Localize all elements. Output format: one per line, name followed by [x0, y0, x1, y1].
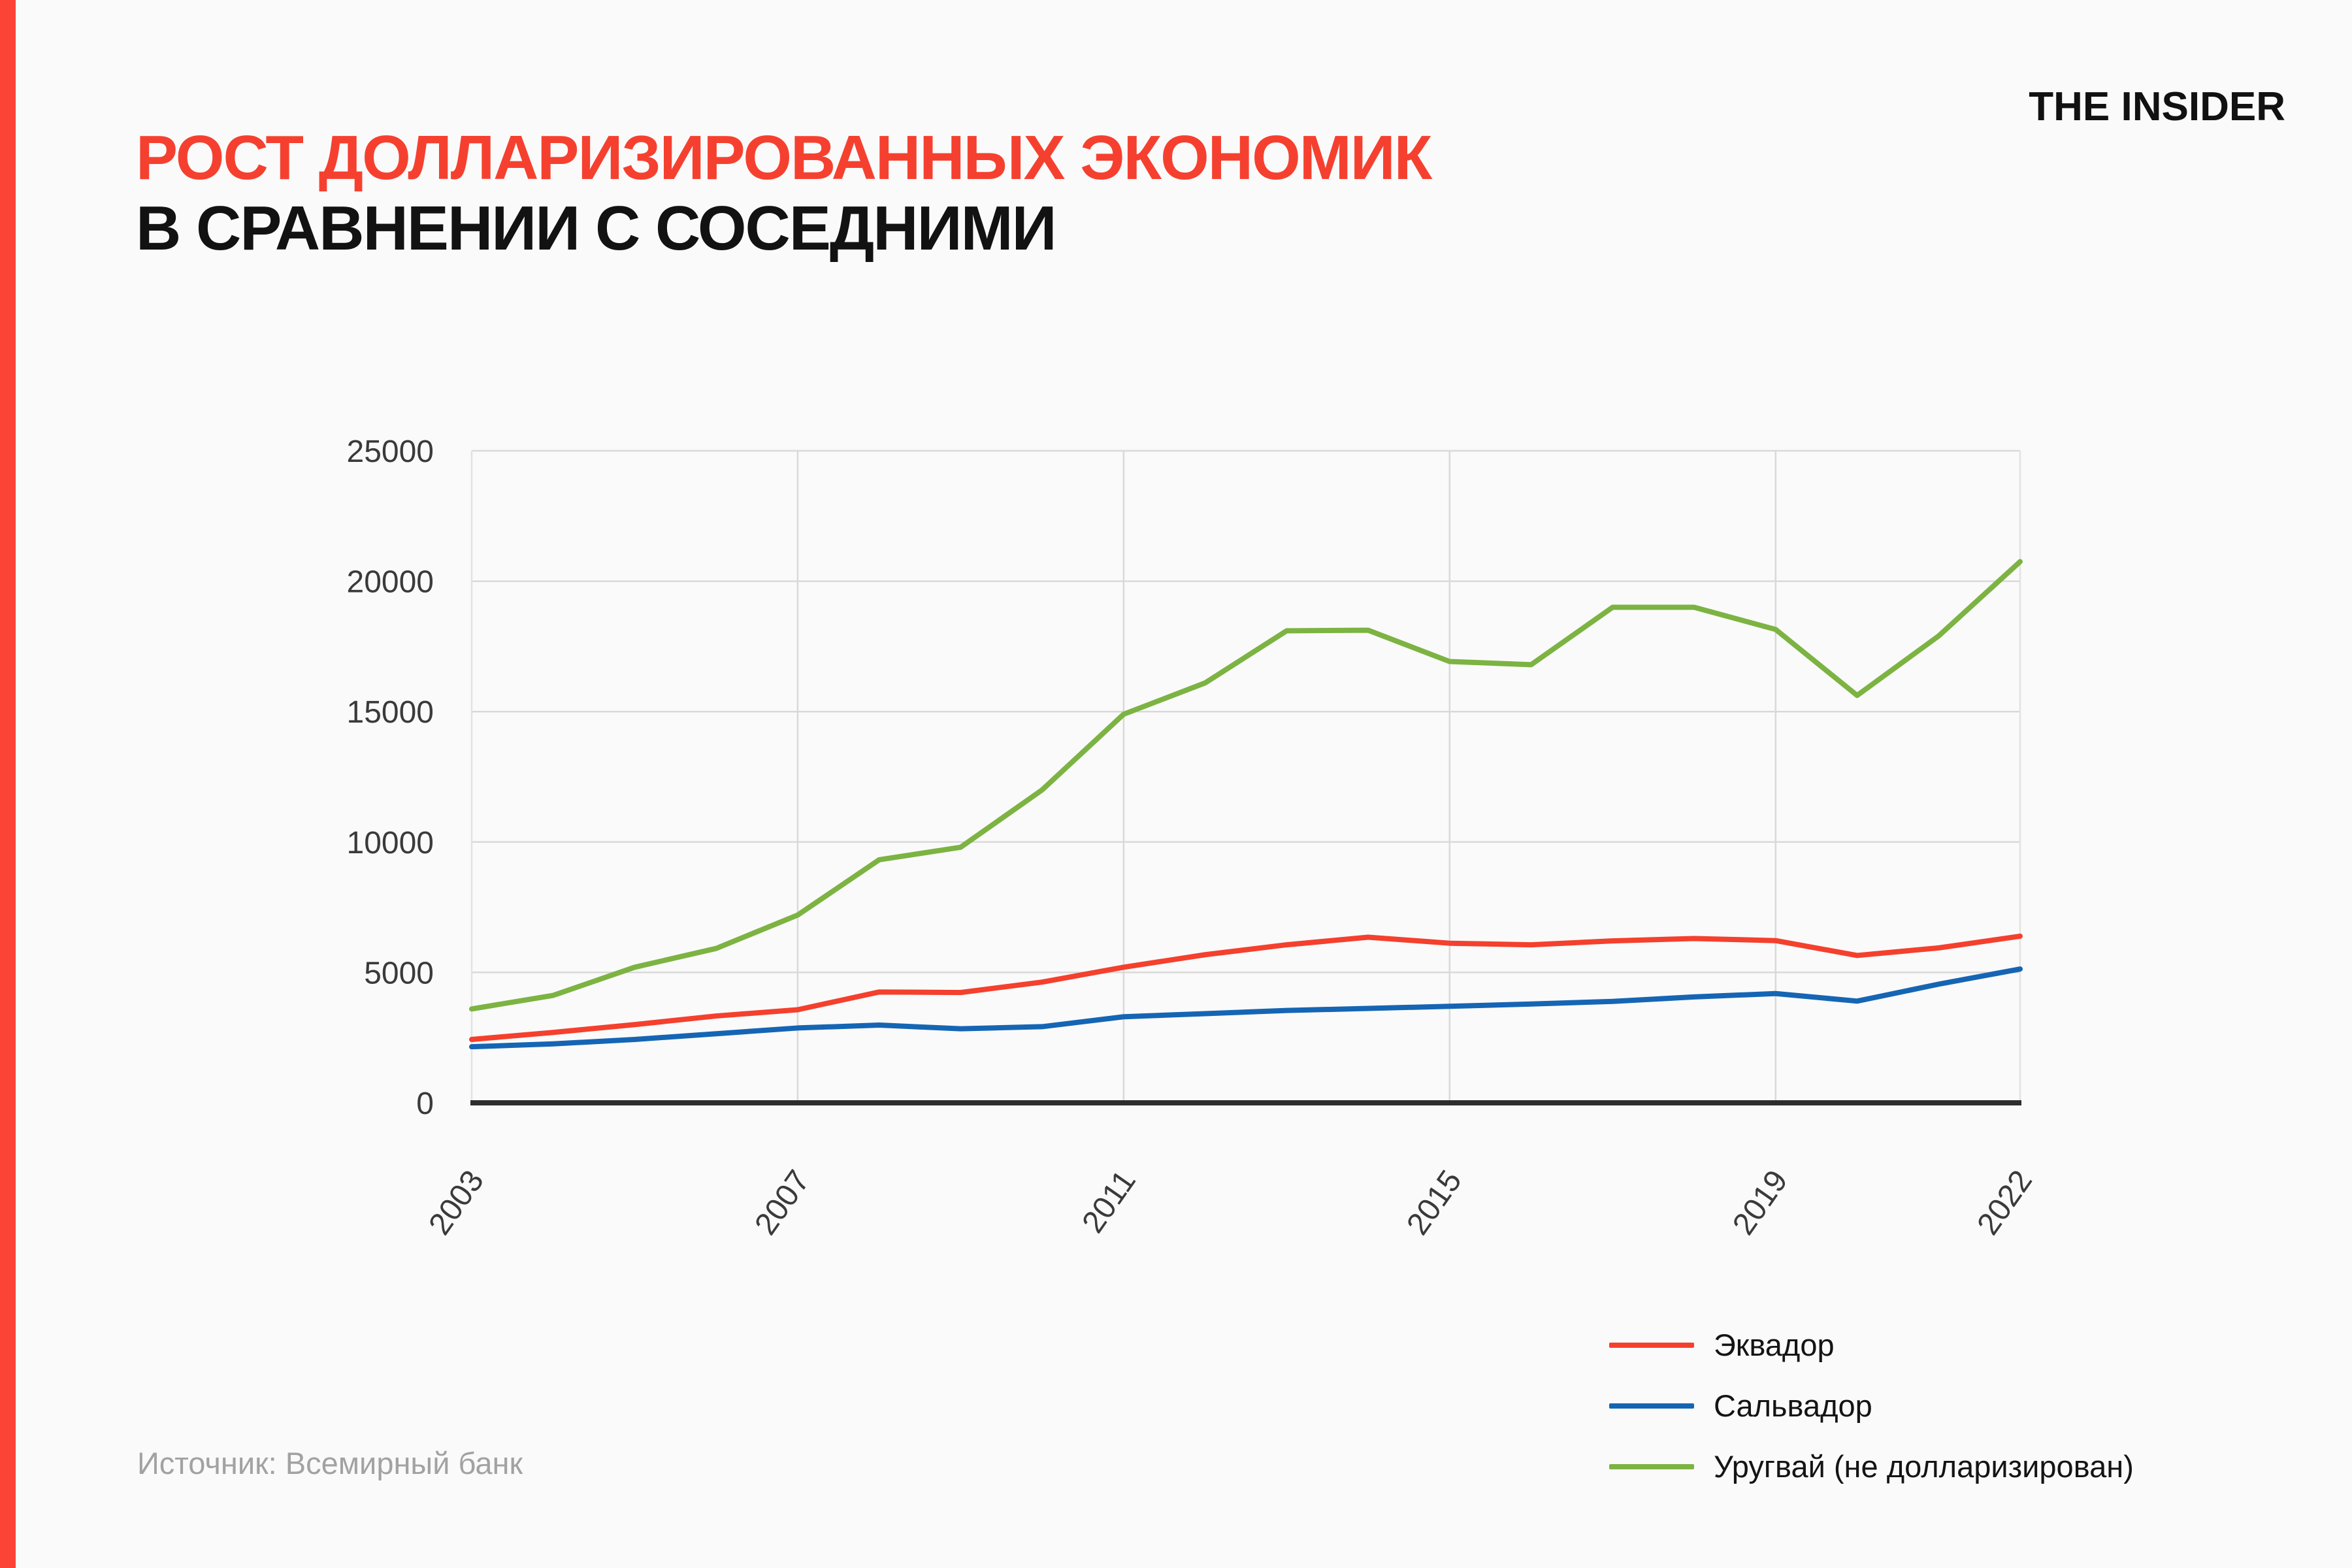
legend-item-salvador: Сальвадор	[1609, 1375, 2134, 1436]
x-gridlines	[470, 451, 2021, 1103]
x-tick-label: 2015	[1400, 1164, 1469, 1241]
left-accent-bar	[0, 0, 16, 1568]
y-tick-label: 0	[416, 1086, 434, 1121]
page-title: РОСТ ДОЛЛАРИЗИРОВАННЫХ ЭКОНОМИК В СРАВНЕ…	[136, 123, 1432, 265]
y-tick-label: 25000	[347, 434, 434, 469]
page-title-line2: В СРАВНЕНИИ С СОСЕДНИМИ	[136, 193, 1057, 264]
legend-label-uruguay: Уругвай (не долларизирован)	[1714, 1449, 2134, 1484]
series-line-2	[469, 559, 2023, 1012]
x-tick-label: 2007	[748, 1164, 817, 1241]
legend-swatch-salvador	[1609, 1403, 1694, 1409]
y-gridlines	[472, 449, 2020, 973]
y-tick-label: 5000	[364, 956, 434, 990]
legend-item-ecuador: Эквадор	[1609, 1315, 2134, 1375]
legend-swatch-ecuador	[1609, 1342, 1694, 1348]
y-tick-labels: 0 5000 10000 15000 20000 25000	[347, 434, 434, 1121]
x-tick-labels: 2003 2007 2011 2015 2019 2022	[422, 1164, 2039, 1241]
y-tick-label: 15000	[347, 695, 434, 730]
page-title-line1: РОСТ ДОЛЛАРИЗИРОВАННЫХ ЭКОНОМИК	[136, 123, 1432, 193]
series-line-1	[469, 966, 2023, 1050]
legend-label-salvador: Сальвадор	[1714, 1388, 1872, 1423]
x-tick-label: 2003	[422, 1164, 491, 1241]
brand-logo: THE INSIDER	[2029, 84, 2285, 129]
x-tick-label: 2011	[1075, 1164, 1143, 1239]
legend-swatch-uruguay	[1609, 1463, 1694, 1469]
source-note: Источник: Всемирный банк	[137, 1446, 523, 1480]
legend-item-uruguay: Уругвай (не долларизирован)	[1609, 1436, 2134, 1497]
y-tick-label: 10000	[347, 826, 434, 860]
legend-label-ecuador: Эквадор	[1714, 1328, 1835, 1362]
x-tick-label: 2022	[1970, 1164, 2039, 1241]
chart-legend: Эквадор Сальвадор Уругвай (не долларизир…	[1609, 1315, 2134, 1497]
series-line-0	[469, 933, 2023, 1042]
x-tick-label: 2019	[1726, 1164, 1795, 1241]
y-tick-label: 20000	[347, 565, 434, 600]
